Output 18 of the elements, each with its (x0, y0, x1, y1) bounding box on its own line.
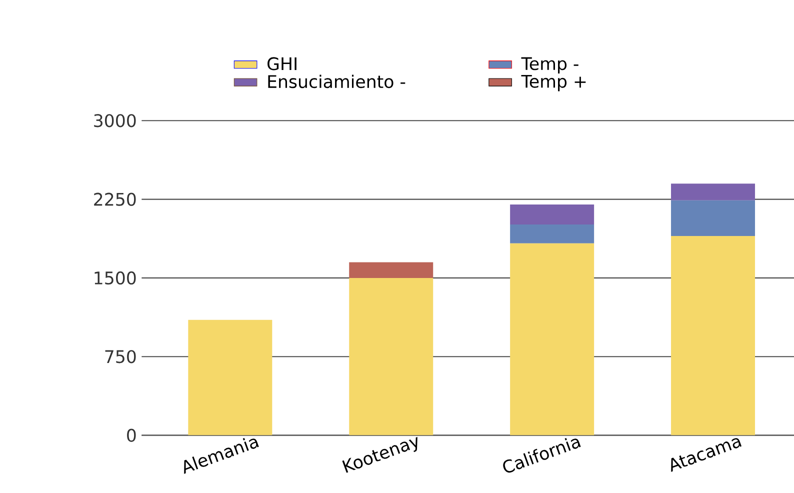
y-tick-label: 0 (127, 428, 136, 442)
bar (349, 278, 434, 436)
y-tick-label: 3000 (94, 114, 136, 128)
bar (671, 184, 756, 200)
y-tick-label: 2250 (94, 192, 136, 206)
legend-label: Temp - (521, 57, 578, 74)
y-tick-label: 750 (105, 350, 136, 364)
bar (349, 262, 434, 278)
legend-label: GHI (268, 57, 296, 70)
legend-label: Temp + (521, 74, 586, 92)
bar (510, 224, 594, 244)
y-tick-label: 1500 (94, 271, 136, 285)
bar (671, 200, 756, 236)
bar (188, 320, 272, 436)
bar (510, 204, 594, 224)
bar (671, 236, 756, 436)
bar (510, 243, 594, 436)
legend-label: Ensuciamiento - (268, 74, 406, 88)
